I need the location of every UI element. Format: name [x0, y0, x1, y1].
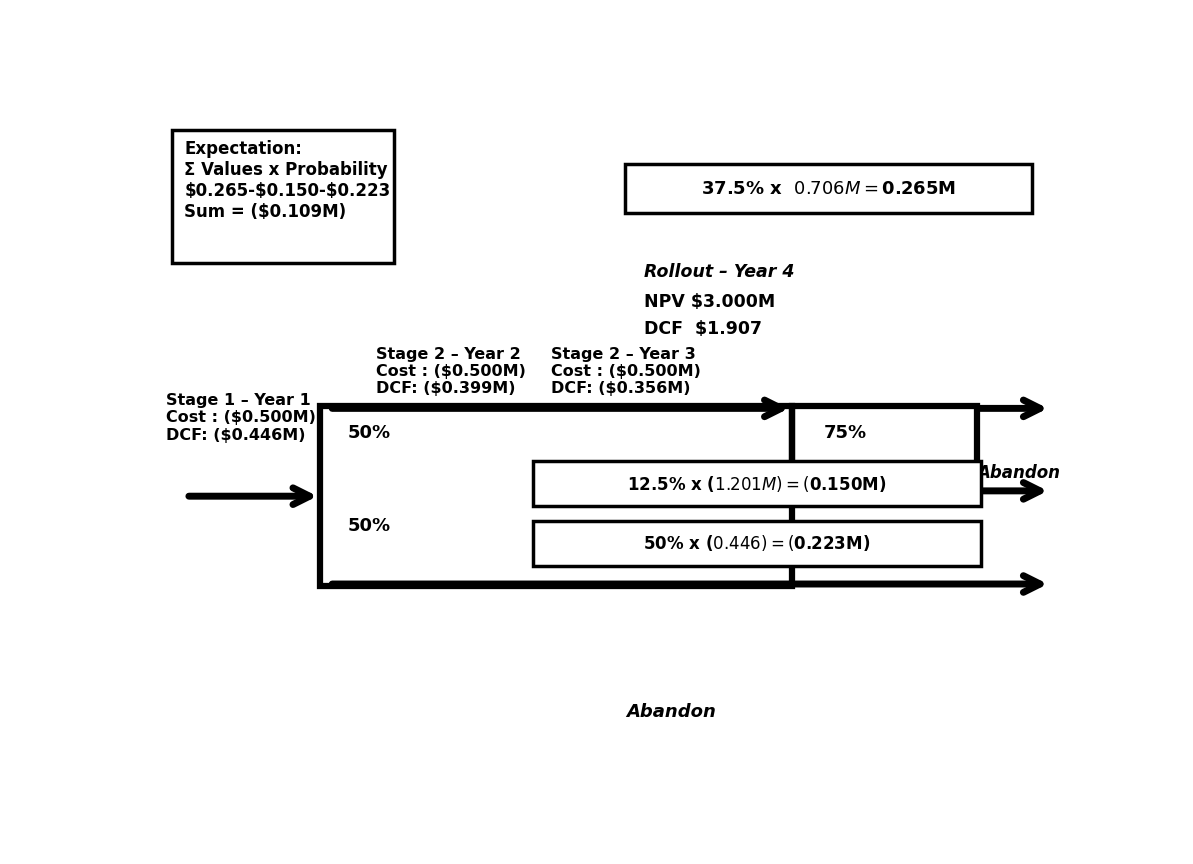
- Text: 25%: 25%: [824, 464, 867, 482]
- Bar: [533, 521, 981, 566]
- Text: 37.5% x  $0.706M = $0.265M: 37.5% x $0.706M = $0.265M: [701, 180, 957, 198]
- Text: Stage 2 – Year 3
Cost : ($0.500M)
DCF: ($0.356M): Stage 2 – Year 3 Cost : ($0.500M) DCF: (…: [551, 346, 701, 397]
- Bar: [320, 406, 792, 586]
- Bar: [533, 461, 981, 506]
- Text: Expectation:
Σ Values x Probability
$0.265-$0.150-$0.223
Sum = ($0.109M): Expectation: Σ Values x Probability $0.2…: [184, 140, 390, 220]
- Bar: [792, 406, 977, 492]
- Text: Abandon: Abandon: [977, 464, 1059, 482]
- Text: NPV $3.000M: NPV $3.000M: [644, 293, 775, 311]
- Text: 50% x ($0.446) = ($0.223M): 50% x ($0.446) = ($0.223M): [643, 533, 871, 554]
- Text: Rollout – Year 4: Rollout – Year 4: [644, 264, 795, 282]
- Text: 50%: 50%: [348, 424, 391, 442]
- Text: 75%: 75%: [824, 424, 867, 442]
- Text: Stage 2 – Year 2
Cost : ($0.500M)
DCF: ($0.399M): Stage 2 – Year 2 Cost : ($0.500M) DCF: (…: [376, 346, 526, 397]
- Bar: [625, 163, 1032, 213]
- Text: Abandon: Abandon: [626, 703, 717, 721]
- Text: 12.5% x ($1.201M) = ($0.150M): 12.5% x ($1.201M) = ($0.150M): [628, 473, 886, 493]
- Bar: [172, 130, 394, 264]
- Text: DCF  $1.907: DCF $1.907: [644, 320, 762, 338]
- Text: Stage 1 – Year 1
Cost : ($0.500M)
DCF: ($0.446M): Stage 1 – Year 1 Cost : ($0.500M) DCF: (…: [166, 393, 316, 443]
- Text: 50%: 50%: [348, 518, 391, 535]
